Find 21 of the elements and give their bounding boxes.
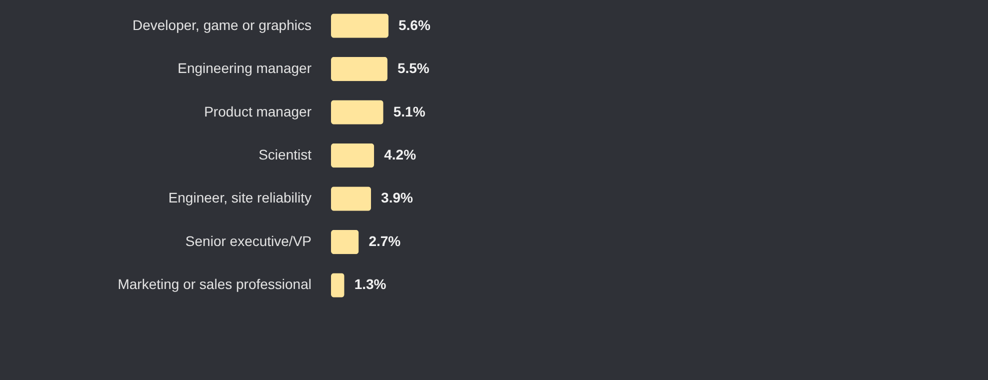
data-label: 5.6% xyxy=(398,16,431,33)
data-label: 3.9% xyxy=(381,190,414,206)
data-label: 5.5% xyxy=(397,60,430,76)
data-label: 5.1% xyxy=(393,103,426,120)
y-tick-label: Senior executive/VP xyxy=(185,232,312,249)
y-tick-label: Scientist xyxy=(258,146,312,162)
y-tick-label: Developer, game or graphics xyxy=(132,16,312,33)
bar xyxy=(331,230,359,254)
data-label: 4.2% xyxy=(384,146,417,162)
y-tick-label: Marketing or sales professional xyxy=(118,276,312,292)
bar xyxy=(331,100,384,124)
y-tick-label: Engineer, site reliability xyxy=(168,190,312,206)
data-label: 2.7% xyxy=(368,232,402,249)
y-tick-label: Product manager xyxy=(204,103,312,120)
bar xyxy=(331,143,374,168)
y-tick-label: Engineering manager xyxy=(178,60,312,76)
bar xyxy=(331,186,372,211)
bar xyxy=(331,14,388,38)
data-label: 1.3% xyxy=(354,276,387,292)
bar xyxy=(331,56,388,82)
bar xyxy=(331,273,344,298)
